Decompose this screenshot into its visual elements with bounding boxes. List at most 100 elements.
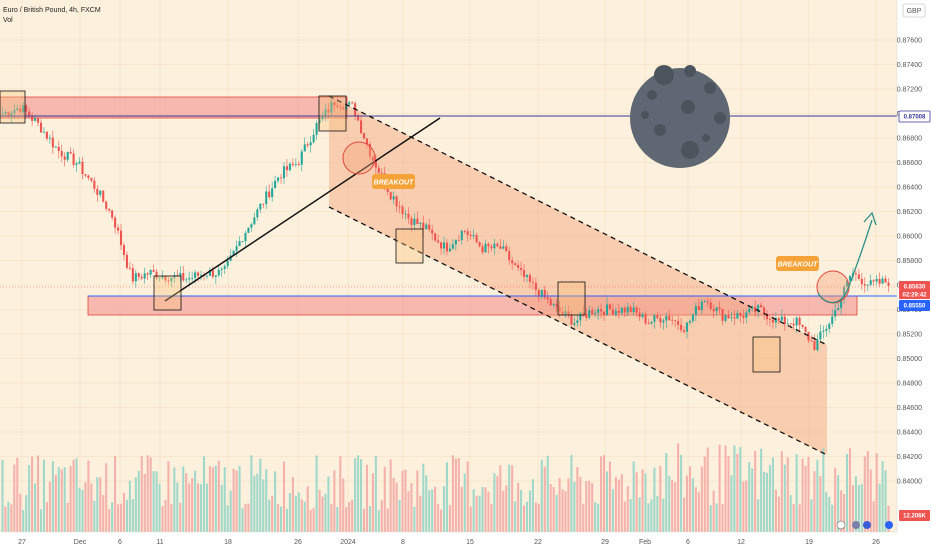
volume-bar bbox=[42, 459, 46, 532]
volume-bar bbox=[188, 483, 191, 532]
candle-body bbox=[588, 310, 591, 318]
candle-body bbox=[72, 153, 75, 165]
event-flag-icon[interactable] bbox=[852, 521, 860, 529]
candle-body bbox=[108, 208, 111, 211]
candle-body bbox=[887, 282, 890, 286]
candle-body bbox=[466, 231, 469, 235]
volume-bar bbox=[274, 471, 277, 532]
volume-bar bbox=[703, 456, 706, 532]
x-tick-label: Dec bbox=[74, 539, 87, 546]
candle-body bbox=[13, 110, 16, 114]
volume-bar bbox=[514, 501, 517, 532]
candle-body bbox=[742, 315, 745, 318]
volume-bar bbox=[588, 480, 591, 532]
candle-body bbox=[93, 180, 96, 189]
candle-body bbox=[768, 319, 772, 320]
candle-body bbox=[102, 190, 105, 202]
volume-bar bbox=[813, 471, 816, 532]
candle-body bbox=[431, 229, 434, 234]
candle-body bbox=[78, 161, 81, 164]
candle-body bbox=[4, 111, 7, 114]
volume-bar bbox=[851, 485, 854, 532]
candle-body bbox=[555, 304, 558, 307]
candle-body bbox=[223, 266, 226, 269]
candle-body bbox=[10, 113, 13, 116]
volume-bar bbox=[635, 472, 638, 532]
candle-body bbox=[96, 188, 99, 195]
event-flag-icon[interactable] bbox=[863, 521, 871, 529]
candle-body bbox=[428, 224, 431, 230]
lightning-icon[interactable] bbox=[836, 520, 846, 530]
candle-body bbox=[389, 192, 392, 200]
candle-body bbox=[39, 122, 43, 133]
candle-body bbox=[194, 272, 197, 278]
volume-bar bbox=[395, 482, 398, 532]
volume-bar bbox=[777, 496, 780, 532]
candle-body bbox=[777, 318, 780, 321]
candle-body bbox=[522, 269, 526, 277]
resistance-zone bbox=[0, 96, 348, 119]
candle-body bbox=[534, 282, 537, 290]
volume-bar bbox=[774, 489, 777, 532]
volume-bar bbox=[543, 466, 546, 532]
volume-bar bbox=[122, 492, 126, 532]
volume-bar bbox=[324, 493, 327, 532]
volume-bar bbox=[810, 499, 813, 532]
volume-bar bbox=[179, 502, 182, 532]
event-flag-icon[interactable] bbox=[885, 521, 893, 529]
volume-bar bbox=[199, 484, 203, 532]
volume-bar bbox=[342, 478, 345, 532]
volume-bar bbox=[869, 469, 872, 532]
volume-value-tag: 12.206K bbox=[899, 510, 930, 521]
y-tick-label: 0.84200 bbox=[897, 454, 922, 461]
volume-bar bbox=[259, 458, 262, 532]
volume-bar bbox=[351, 499, 354, 532]
volume-bar bbox=[493, 473, 496, 532]
candle-body bbox=[413, 218, 416, 225]
candle-body bbox=[309, 142, 312, 146]
volume-bar bbox=[241, 508, 244, 532]
volume-bar bbox=[475, 495, 478, 532]
candle-body bbox=[727, 315, 730, 319]
candle-body bbox=[164, 275, 167, 281]
volume-bar bbox=[72, 459, 75, 532]
candle-body bbox=[745, 312, 748, 318]
y-tick-label: 0.86400 bbox=[897, 185, 922, 192]
volume-bar bbox=[389, 459, 392, 532]
candle-body bbox=[659, 318, 662, 323]
candle-body bbox=[822, 330, 825, 332]
volume-bar bbox=[585, 481, 588, 532]
volume-bar bbox=[837, 475, 840, 532]
volume-bar bbox=[404, 469, 407, 532]
time-axis[interactable] bbox=[0, 532, 932, 550]
candle-body bbox=[244, 232, 247, 242]
x-tick-label: 26 bbox=[294, 539, 302, 546]
volume-bar bbox=[10, 504, 13, 532]
candle-body bbox=[176, 275, 179, 276]
volume-bar bbox=[87, 460, 90, 532]
volume-bar bbox=[472, 489, 475, 532]
candle-body bbox=[306, 144, 309, 146]
currency-button[interactable]: GBP bbox=[902, 3, 926, 18]
volume-bar bbox=[48, 481, 51, 532]
candle-body bbox=[348, 102, 351, 105]
volume-bar bbox=[573, 481, 576, 532]
volume-bar bbox=[591, 483, 594, 532]
candle-body bbox=[854, 273, 857, 275]
volume-bar bbox=[250, 455, 253, 532]
volume-bar bbox=[434, 486, 437, 532]
volume-bar bbox=[481, 487, 484, 532]
volume-bar bbox=[629, 499, 632, 532]
candle-body bbox=[848, 276, 852, 281]
candle-body bbox=[857, 274, 860, 279]
volume-bar bbox=[807, 456, 810, 532]
candle-body bbox=[884, 278, 887, 283]
candle-body bbox=[256, 209, 259, 218]
candle-body bbox=[16, 108, 19, 111]
last-price-value: 0.85630 bbox=[904, 285, 926, 291]
candle-body bbox=[31, 116, 34, 121]
volume-bar bbox=[277, 504, 280, 532]
volume-bar bbox=[362, 508, 366, 532]
price-axis[interactable] bbox=[897, 0, 932, 532]
